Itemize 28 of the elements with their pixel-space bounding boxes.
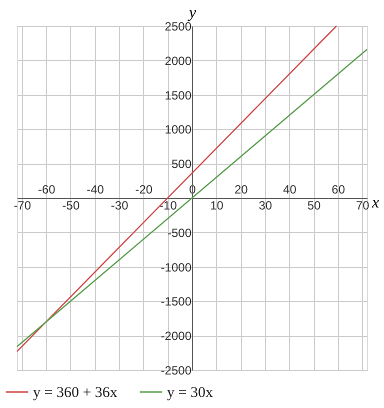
x2-tick-label: -40 <box>86 182 104 196</box>
x2-tick-label: 40 <box>283 182 297 196</box>
x2-tick-label: -20 <box>135 182 153 196</box>
x-tick-label: 50 <box>307 198 322 212</box>
y-tick-label: -2000 <box>160 329 192 344</box>
y-tick-label: -1000 <box>160 260 192 274</box>
x-tick-label: -30 <box>110 198 129 212</box>
y-tick-label: 2500 <box>164 20 192 34</box>
x2-tick-label: 20 <box>234 182 248 196</box>
y-tick-label: 1000 <box>164 122 192 137</box>
x2-tick-label: -60 <box>38 182 56 196</box>
x-tick-label: 30 <box>258 198 272 212</box>
x-tick-label: -70 <box>14 198 32 212</box>
x-tick-label: 10 <box>210 198 224 212</box>
y-tick-label: -500 <box>167 226 192 240</box>
x-axis-title: x <box>370 194 380 212</box>
x-tick-label: 70 <box>356 198 370 212</box>
x-tick-label: -50 <box>62 198 80 212</box>
y-tick-label: 1500 <box>164 88 192 102</box>
x2-tick-label: 60 <box>332 182 346 196</box>
legend-label: y = 30x <box>167 385 214 401</box>
legend-label: y = 360 + 36x <box>33 385 118 401</box>
x-tick-label: -10 <box>160 198 178 212</box>
y-axis-title: y <box>186 4 197 22</box>
y-tick-label: 500 <box>171 157 192 172</box>
y-tick-label: -1500 <box>160 294 192 309</box>
y-tick-label: 2000 <box>164 54 192 68</box>
y-tick-label: -2500 <box>160 364 192 378</box>
